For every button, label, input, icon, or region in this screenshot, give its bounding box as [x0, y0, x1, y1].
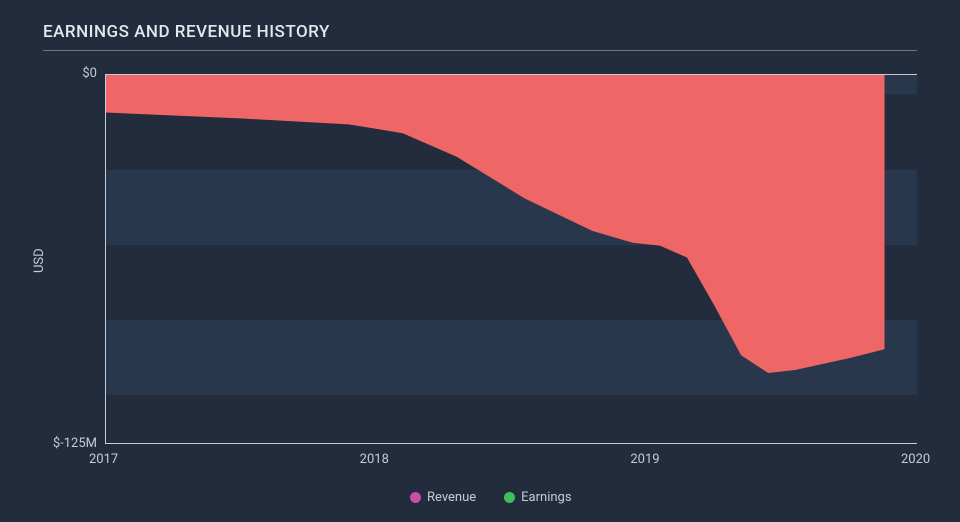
x-tick: 2017 — [89, 452, 118, 467]
area-svg — [105, 74, 917, 444]
legend-item-earnings: Earnings — [504, 490, 571, 505]
legend-label: Revenue — [427, 490, 476, 505]
title-rule — [43, 50, 917, 51]
y-tick-bottom: $-125M — [53, 436, 97, 451]
x-tick: 2018 — [360, 452, 389, 467]
y-axis-label: USD — [32, 248, 47, 273]
chart-title: EARNINGS AND REVENUE HISTORY — [43, 22, 330, 42]
earnings-area — [105, 74, 885, 373]
x-tick: 2019 — [630, 452, 659, 467]
x-axis-line — [105, 443, 917, 444]
legend-swatch-revenue — [410, 492, 421, 503]
chart-frame: EARNINGS AND REVENUE HISTORY USD $0 $-12… — [0, 0, 960, 522]
y-axis-line — [105, 74, 106, 444]
x-tick: 2020 — [901, 452, 930, 467]
legend-label: Earnings — [521, 490, 571, 505]
legend: Revenue Earnings — [410, 490, 572, 505]
zero-line — [105, 74, 917, 75]
legend-item-revenue: Revenue — [410, 490, 476, 505]
legend-swatch-earnings — [504, 492, 515, 503]
y-tick-top: $0 — [82, 66, 97, 81]
plot-area — [105, 74, 917, 444]
